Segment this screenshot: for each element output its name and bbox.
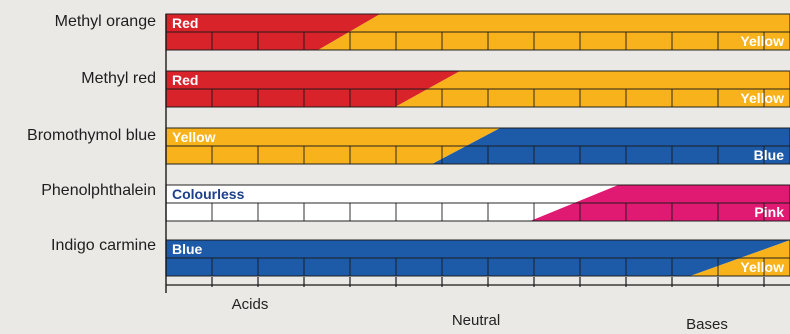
indicator-label-methyl-red: Methyl red bbox=[81, 70, 156, 87]
zone-label-acids: Acids bbox=[231, 296, 269, 313]
band-low-label: Blue bbox=[172, 241, 203, 257]
band-low-label: Colourless bbox=[172, 186, 245, 202]
band-high-label: Yellow bbox=[740, 33, 784, 49]
indicator-label-methyl-orange: Methyl orange bbox=[54, 13, 156, 30]
band-high-label: Blue bbox=[754, 147, 785, 163]
indicator-label-phenolphthalein: Phenolphthalein bbox=[41, 182, 156, 199]
zone-label-neutral: Neutral bbox=[451, 312, 501, 329]
indicator-label-bromothymol-blue: Bromothymol blue bbox=[27, 127, 156, 144]
band-low-label: Red bbox=[172, 72, 198, 88]
band-low-label: Red bbox=[172, 15, 198, 31]
band-high-label: Yellow bbox=[740, 90, 784, 106]
band-high-label: Yellow bbox=[740, 259, 784, 275]
band-low-label: Yellow bbox=[172, 129, 216, 145]
zone-label-bases: Bases bbox=[686, 316, 728, 333]
indicator-label-indigo-carmine: Indigo carmine bbox=[51, 237, 156, 254]
band-high-label: Pink bbox=[754, 204, 784, 220]
